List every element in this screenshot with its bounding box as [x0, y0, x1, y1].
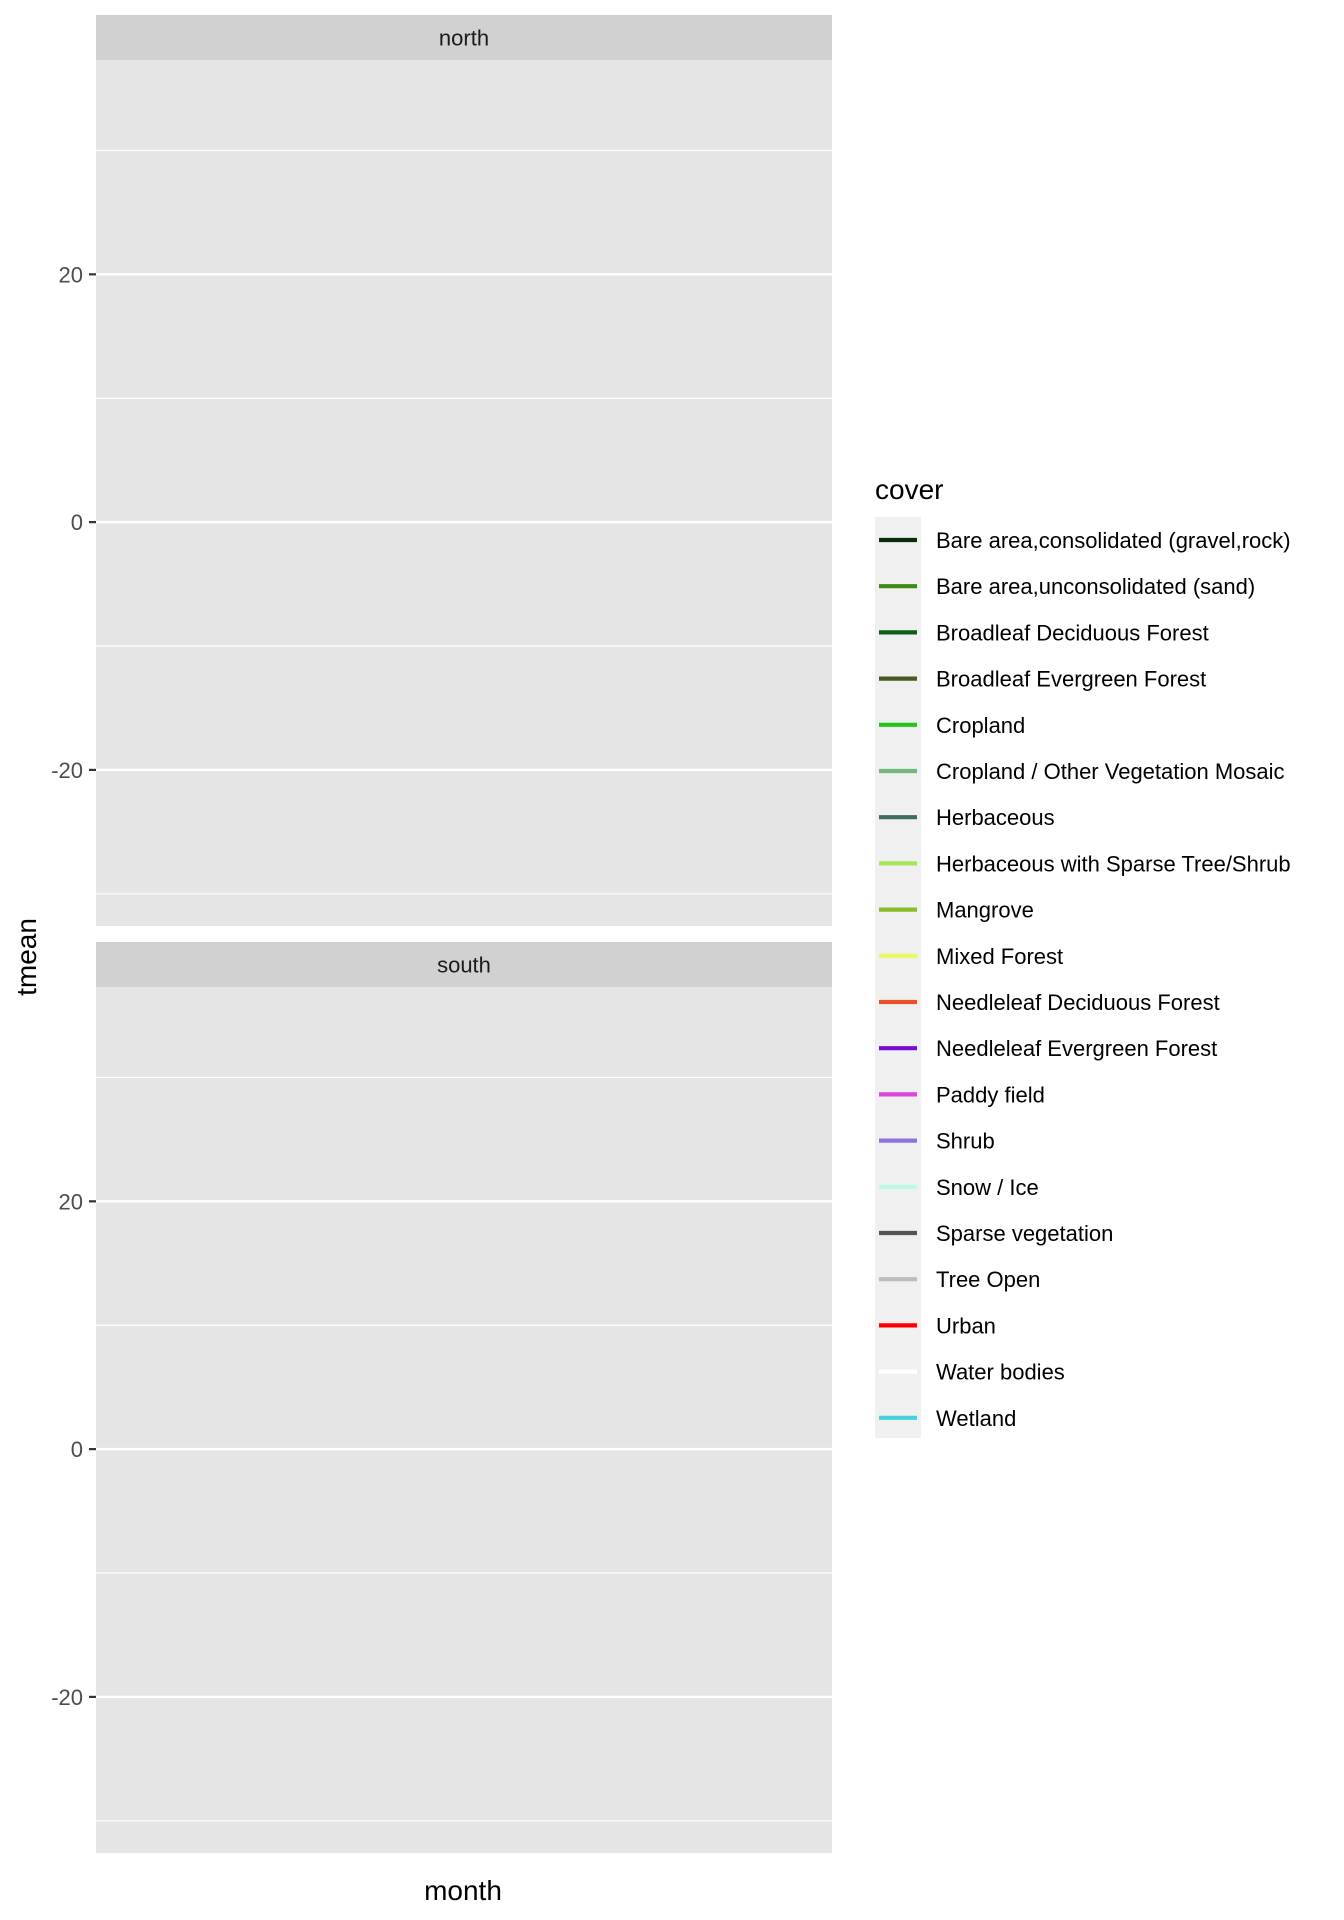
legend-item: Sparse vegetation — [879, 1221, 1113, 1246]
legend-item: Bare area,unconsolidated (sand) — [879, 574, 1255, 599]
legend-label: Broadleaf Deciduous Forest — [936, 620, 1209, 645]
facet-strip — [96, 15, 832, 60]
legend-item: Wetland — [879, 1406, 1016, 1431]
facet-strip-label: north — [439, 26, 489, 51]
legend-item: Needleleaf Deciduous Forest — [879, 990, 1220, 1015]
legend-label: Wetland — [936, 1406, 1016, 1431]
legend-label: Mixed Forest — [936, 944, 1063, 969]
legend-label: Sparse vegetation — [936, 1221, 1113, 1246]
legend-label: Needleleaf Evergreen Forest — [936, 1036, 1217, 1061]
legend-label: Shrub — [936, 1129, 995, 1154]
legend-item: Water bodies — [879, 1360, 1065, 1385]
y-tick-label: 20 — [59, 1189, 83, 1214]
facet-south: south -20 0 20 — [51, 942, 832, 1853]
legend-label: Herbaceous with Sparse Tree/Shrub — [936, 851, 1291, 876]
legend-item: Bare area,consolidated (gravel,rock) — [879, 528, 1291, 553]
facet-panels: north -20 0 20 south -20 0 20 — [51, 15, 832, 1853]
legend-label: Cropland / Other Vegetation Mosaic — [936, 759, 1285, 784]
y-tick-label: 20 — [59, 262, 83, 287]
facet-north: north -20 0 20 — [51, 15, 832, 926]
legend-title: cover — [875, 474, 943, 505]
legend-item: Broadleaf Evergreen Forest — [879, 667, 1206, 692]
legend-key-background — [875, 517, 921, 1438]
y-tick-label: -20 — [51, 1685, 83, 1710]
legend-label: Paddy field — [936, 1082, 1045, 1107]
legend: cover Bare area,consolidated (gravel,roc… — [875, 474, 1291, 1438]
legend-item: Shrub — [879, 1129, 995, 1154]
y-tick-label: 0 — [71, 510, 83, 535]
legend-item: Herbaceous with Sparse Tree/Shrub — [879, 851, 1291, 876]
facet-strip — [96, 942, 832, 987]
legend-item: Cropland — [879, 713, 1025, 738]
legend-label: Cropland — [936, 713, 1025, 738]
legend-item: Tree Open — [879, 1267, 1040, 1292]
legend-item: Mixed Forest — [879, 944, 1063, 969]
legend-item: Broadleaf Deciduous Forest — [879, 620, 1209, 645]
legend-label: Tree Open — [936, 1267, 1040, 1292]
legend-item: Snow / Ice — [879, 1175, 1039, 1200]
legend-label: Needleleaf Deciduous Forest — [936, 990, 1220, 1015]
legend-entries: Bare area,consolidated (gravel,rock) Bare… — [879, 528, 1291, 1431]
y-tick-label: 0 — [71, 1437, 83, 1462]
y-tick-label: -20 — [51, 758, 83, 783]
legend-item: Cropland / Other Vegetation Mosaic — [879, 759, 1285, 784]
legend-label: Snow / Ice — [936, 1175, 1039, 1200]
legend-item: Herbaceous — [879, 805, 1055, 830]
legend-label: Urban — [936, 1313, 996, 1338]
legend-label: Bare area,unconsolidated (sand) — [936, 574, 1255, 599]
legend-label: Herbaceous — [936, 805, 1055, 830]
legend-label: Water bodies — [936, 1360, 1065, 1385]
legend-item: Mangrove — [879, 898, 1034, 923]
legend-label: Broadleaf Evergreen Forest — [936, 667, 1206, 692]
legend-label: Bare area,consolidated (gravel,rock) — [936, 528, 1291, 553]
panel-background — [96, 60, 832, 926]
legend-item: Needleleaf Evergreen Forest — [879, 1036, 1217, 1061]
legend-item: Urban — [879, 1313, 996, 1338]
legend-label: Mangrove — [936, 898, 1034, 923]
legend-item: Paddy field — [879, 1082, 1045, 1107]
x-axis-title: month — [424, 1875, 502, 1906]
panel-background — [96, 987, 832, 1853]
facet-strip-label: south — [437, 953, 491, 978]
y-axis-title: tmean — [11, 918, 42, 996]
